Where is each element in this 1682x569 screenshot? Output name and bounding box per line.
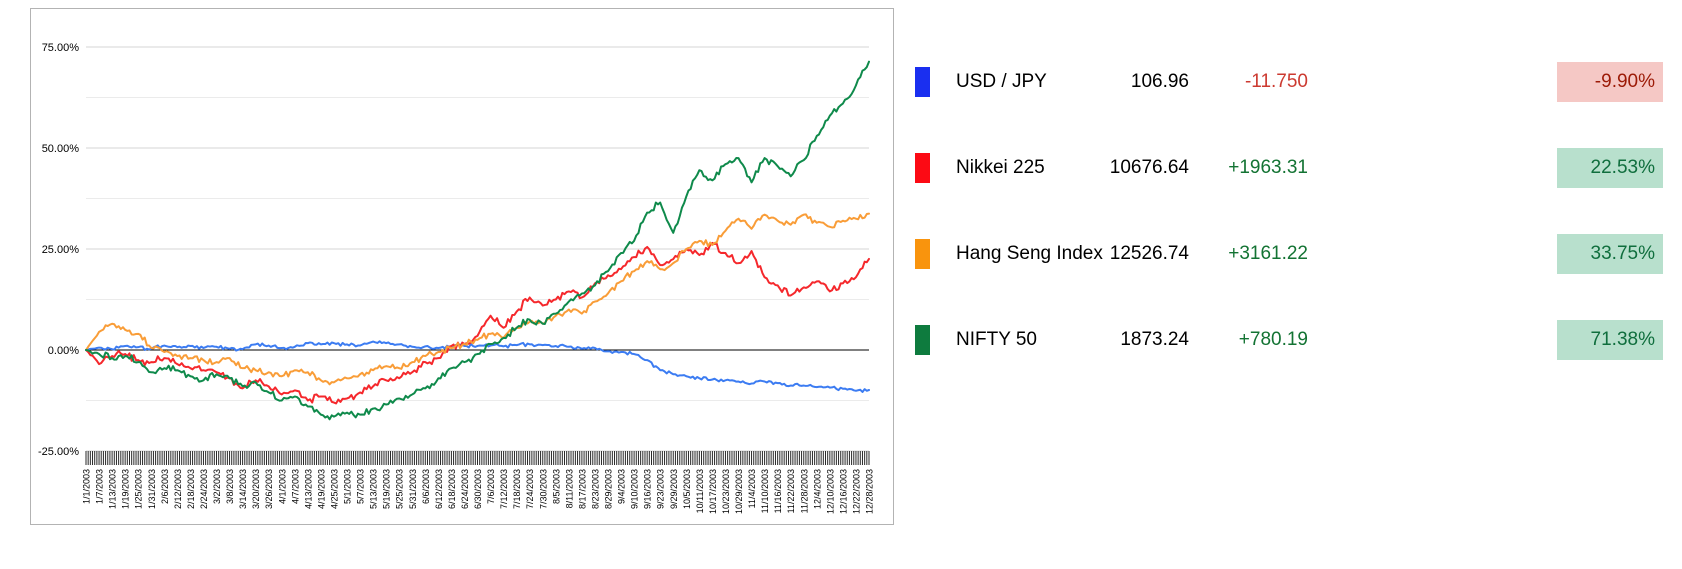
svg-text:10/23/2003: 10/23/2003 (721, 469, 731, 514)
svg-text:11/4/2003: 11/4/2003 (747, 469, 757, 508)
svg-text:6/30/2003: 6/30/2003 (473, 469, 483, 509)
price-change: +1963.31 (1228, 157, 1308, 178)
svg-text:75.00%: 75.00% (42, 42, 80, 54)
percent-change-badge: -9.90% (1557, 62, 1663, 102)
svg-text:4/1/2003: 4/1/2003 (277, 469, 287, 504)
price-change: +780.19 (1238, 329, 1308, 350)
svg-text:0.00%: 0.00% (48, 345, 79, 357)
svg-text:5/31/2003: 5/31/2003 (408, 469, 418, 509)
svg-text:4/19/2003: 4/19/2003 (316, 469, 326, 509)
price-change: +3161.22 (1228, 243, 1308, 264)
svg-text:1/13/2003: 1/13/2003 (108, 469, 118, 509)
svg-text:10/11/2003: 10/11/2003 (695, 469, 705, 513)
svg-text:8/23/2003: 8/23/2003 (590, 469, 600, 509)
svg-text:12/28/2003: 12/28/2003 (865, 469, 875, 514)
percent-change-badge: 33.75% (1557, 234, 1663, 274)
svg-text:3/8/2003: 3/8/2003 (225, 469, 235, 504)
svg-text:10/29/2003: 10/29/2003 (734, 469, 744, 514)
svg-text:7/30/2003: 7/30/2003 (538, 469, 548, 509)
svg-text:4/7/2003: 4/7/2003 (290, 469, 300, 504)
svg-text:10/5/2003: 10/5/2003 (682, 469, 692, 509)
svg-text:11/10/2003: 11/10/2003 (760, 469, 770, 513)
svg-text:2/18/2003: 2/18/2003 (186, 469, 196, 509)
series-color-swatch (915, 325, 930, 355)
svg-text:7/12/2003: 7/12/2003 (499, 469, 509, 509)
svg-text:5/13/2003: 5/13/2003 (369, 469, 379, 509)
svg-text:-25.00%: -25.00% (38, 446, 79, 458)
svg-text:12/16/2003: 12/16/2003 (838, 469, 848, 514)
svg-text:8/11/2003: 8/11/2003 (564, 469, 574, 508)
svg-text:9/16/2003: 9/16/2003 (643, 469, 653, 509)
svg-text:5/7/2003: 5/7/2003 (356, 469, 366, 504)
svg-text:7/24/2003: 7/24/2003 (525, 469, 535, 509)
svg-text:11/28/2003: 11/28/2003 (799, 469, 809, 513)
svg-text:7/6/2003: 7/6/2003 (486, 469, 496, 504)
percent-change-badge: 71.38% (1557, 320, 1663, 360)
svg-text:6/24/2003: 6/24/2003 (460, 469, 470, 509)
last-price: 12526.74 (1109, 243, 1189, 264)
instrument-name: NIFTY 50 (956, 329, 1037, 350)
svg-text:5/25/2003: 5/25/2003 (395, 469, 405, 509)
svg-text:1/25/2003: 1/25/2003 (134, 469, 144, 509)
svg-text:9/10/2003: 9/10/2003 (630, 469, 640, 509)
svg-text:1/7/2003: 1/7/2003 (95, 469, 105, 504)
svg-text:5/1/2003: 5/1/2003 (343, 469, 353, 504)
quote-row-nifty-50: NIFTY 50 1873.24 +780.19 71.38% (915, 318, 1663, 362)
svg-text:8/29/2003: 8/29/2003 (604, 469, 614, 509)
svg-text:12/10/2003: 12/10/2003 (825, 469, 835, 514)
last-price: 106.96 (1130, 71, 1189, 92)
svg-text:3/26/2003: 3/26/2003 (264, 469, 274, 509)
svg-text:2/24/2003: 2/24/2003 (199, 469, 209, 509)
svg-text:6/6/2003: 6/6/2003 (421, 469, 431, 504)
svg-text:3/14/2003: 3/14/2003 (238, 469, 248, 509)
svg-text:7/18/2003: 7/18/2003 (512, 469, 522, 509)
svg-text:3/2/2003: 3/2/2003 (212, 469, 222, 504)
svg-text:6/12/2003: 6/12/2003 (434, 469, 444, 509)
svg-text:11/16/2003: 11/16/2003 (773, 469, 783, 513)
line-chart: 75.00%50.00%25.00%0.00%-25.00%1/1/2003 1/… (38, 42, 875, 514)
svg-text:9/23/2003: 9/23/2003 (656, 469, 666, 509)
quote-row-nikkei-225: Nikkei 225 10676.64 +1963.31 22.53% (915, 146, 1663, 190)
svg-text:6/18/2003: 6/18/2003 (447, 469, 457, 509)
svg-text:25.00%: 25.00% (42, 244, 80, 256)
performance-chart-panel: 75.00% 50.00% 25.00% 0.00% -25.00% 1/1/2003 1/… (30, 8, 894, 525)
quote-row-usd-jpy: USD / JPY 106.96 -11.750 -9.90% (915, 60, 1663, 104)
svg-text:2/6/2003: 2/6/2003 (160, 469, 170, 504)
svg-text:50.00%: 50.00% (42, 143, 80, 155)
series-color-swatch (915, 239, 930, 269)
series-color-swatch (915, 153, 930, 183)
percent-change-badge: 22.53% (1557, 148, 1663, 188)
svg-text:2/12/2003: 2/12/2003 (173, 469, 183, 509)
svg-text:9/4/2003: 9/4/2003 (617, 469, 627, 504)
svg-text:8/5/2003: 8/5/2003 (551, 469, 561, 504)
svg-text:9/29/2003: 9/29/2003 (669, 469, 679, 509)
svg-text:3/20/2003: 3/20/2003 (251, 469, 261, 509)
quote-row-hang-seng: Hang Seng Index 12526.74 +3161.22 33.75% (915, 232, 1663, 276)
instrument-name: Nikkei 225 (956, 157, 1045, 178)
svg-text:10/17/2003: 10/17/2003 (708, 469, 718, 514)
svg-text:12/4/2003: 12/4/2003 (812, 469, 822, 509)
svg-text:1/1/2003: 1/1/2003 (82, 469, 92, 504)
svg-text:1/19/2003: 1/19/2003 (121, 469, 131, 509)
last-price: 1873.24 (1120, 329, 1189, 350)
last-price: 10676.64 (1109, 157, 1189, 178)
price-change: -11.750 (1244, 71, 1308, 92)
svg-text:4/13/2003: 4/13/2003 (303, 469, 313, 509)
instrument-name: USD / JPY (956, 71, 1047, 92)
svg-text:5/19/2003: 5/19/2003 (382, 469, 392, 509)
svg-text:8/17/2003: 8/17/2003 (577, 469, 587, 509)
svg-text:11/22/2003: 11/22/2003 (786, 469, 796, 513)
svg-text:1/31/2003: 1/31/2003 (147, 469, 157, 509)
series-color-swatch (915, 67, 930, 97)
instrument-name: Hang Seng Index (956, 243, 1103, 264)
svg-text:4/25/2003: 4/25/2003 (329, 469, 339, 509)
svg-text:12/22/2003: 12/22/2003 (851, 469, 861, 514)
